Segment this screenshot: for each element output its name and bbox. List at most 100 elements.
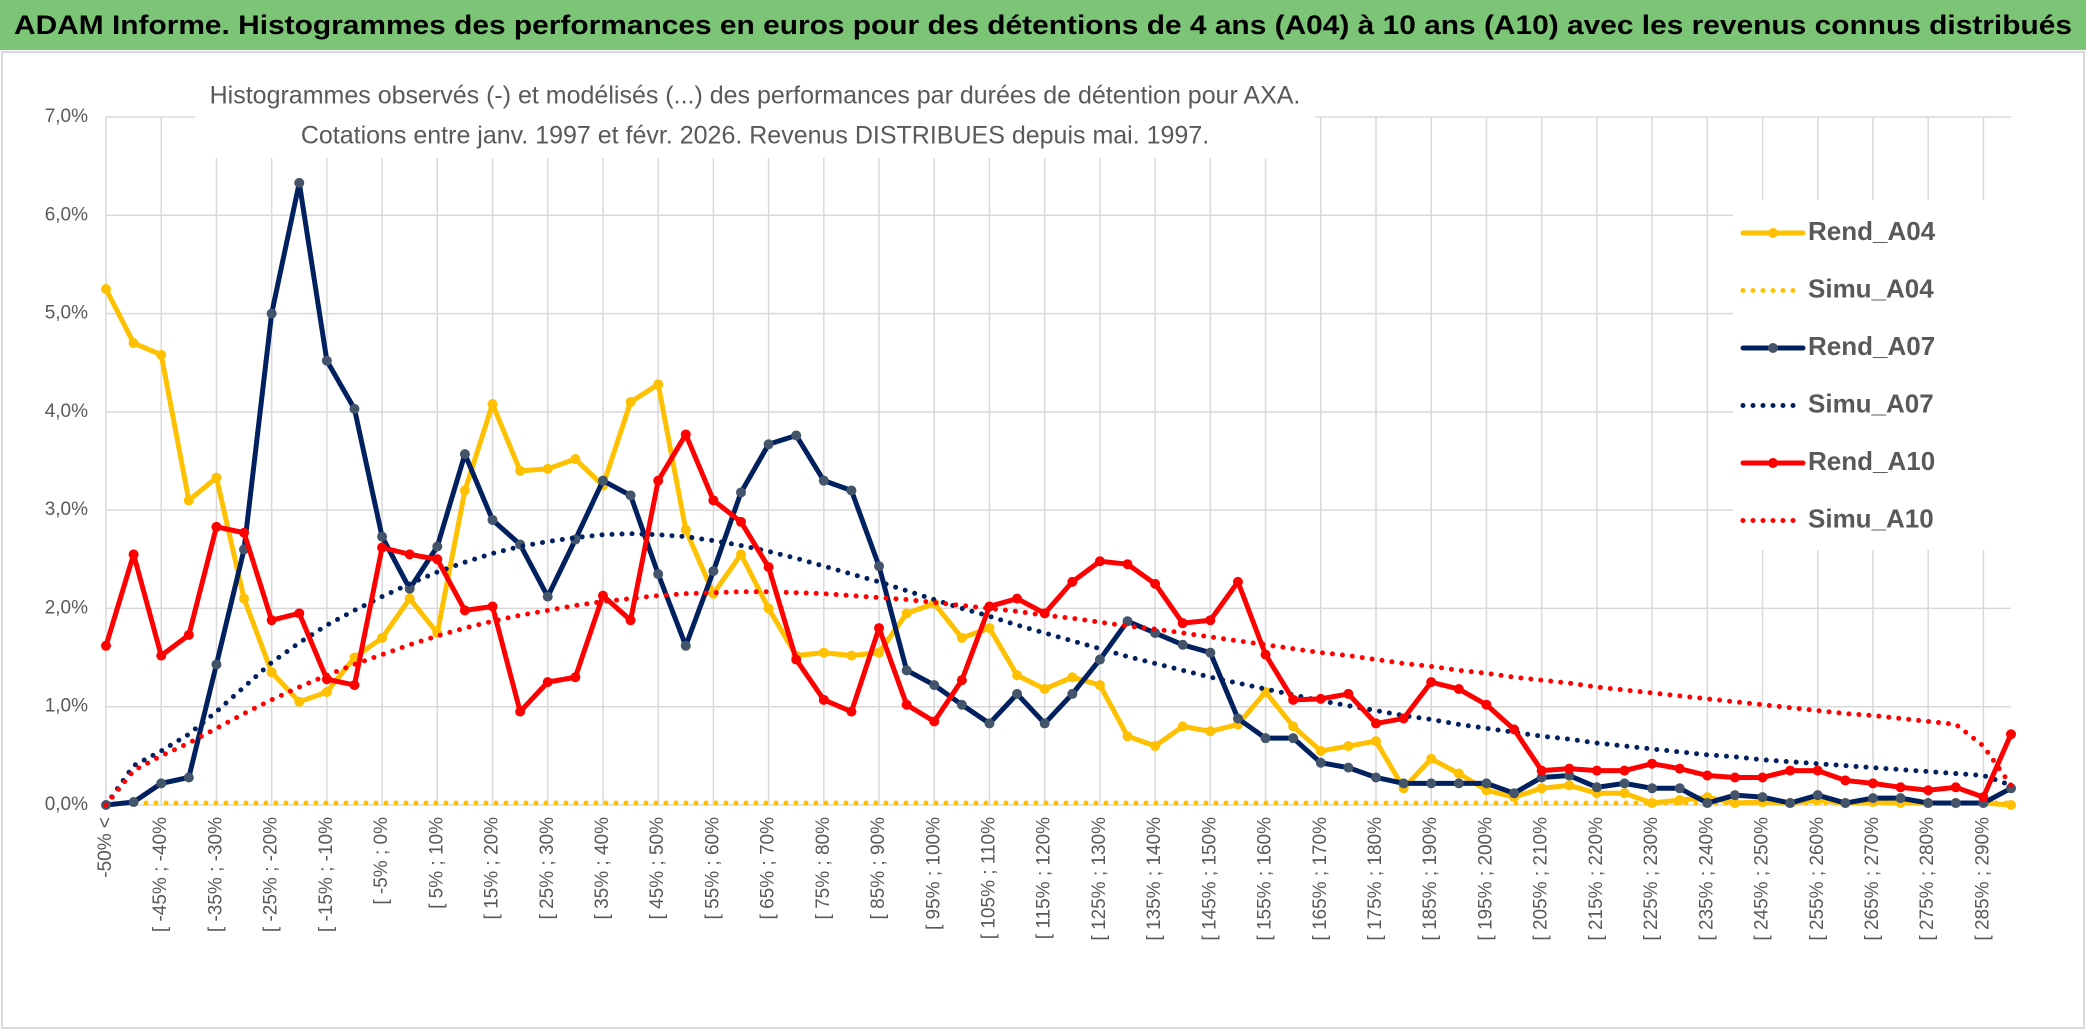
data-point	[128, 549, 139, 560]
x-tick-label: [ -45% ; -40%	[150, 817, 171, 932]
data-point	[1288, 694, 1299, 705]
data-point	[1232, 713, 1243, 724]
data-point	[1398, 778, 1409, 789]
data-point	[1950, 798, 1961, 809]
data-point	[680, 640, 691, 651]
data-point	[266, 308, 277, 319]
data-point	[1094, 680, 1105, 691]
data-point	[128, 338, 139, 349]
data-point	[1398, 713, 1409, 724]
x-tick-label: [ 255% ; 260%	[1807, 817, 1828, 941]
data-point	[818, 694, 829, 705]
data-point	[1371, 772, 1381, 783]
data-point	[1288, 721, 1299, 732]
x-tick-label: [ 225% ; 230%	[1641, 817, 1662, 941]
data-point	[1012, 670, 1023, 681]
y-tick-label: 0,0%	[45, 794, 88, 815]
data-point	[183, 495, 194, 506]
data-point	[1923, 798, 1934, 809]
data-point	[183, 629, 194, 640]
data-point	[625, 615, 636, 626]
x-tick-label: [ 245% ; 250%	[1752, 817, 1773, 941]
data-point	[2006, 729, 2016, 740]
y-tick-label: 2,0%	[45, 597, 88, 618]
data-point	[901, 608, 912, 619]
data-point	[1481, 778, 1492, 789]
x-tick-label: [ 215% ; 220%	[1586, 817, 1607, 941]
data-point	[984, 623, 995, 634]
data-point	[653, 569, 664, 580]
data-point	[101, 640, 111, 651]
data-point	[321, 686, 332, 697]
x-tick-label: [ -25% ; -20%	[261, 817, 282, 932]
data-point	[597, 590, 608, 601]
chart-subtitle: Cotations entre janv. 1997 et févr. 2026…	[301, 122, 1209, 150]
data-point	[763, 603, 774, 614]
data-point	[321, 355, 332, 366]
data-point	[1315, 757, 1326, 768]
data-point	[487, 398, 498, 409]
data-point	[1647, 783, 1658, 794]
data-point	[156, 650, 167, 661]
data-point	[708, 566, 719, 577]
data-point	[791, 654, 802, 665]
x-tick-label: [ 15% ; 20%	[482, 817, 503, 920]
y-tick-label: 4,0%	[45, 401, 88, 422]
x-tick-label: [ 155% ; 160%	[1255, 817, 1276, 941]
data-point	[874, 647, 885, 658]
data-point	[846, 485, 857, 496]
data-point	[542, 591, 553, 602]
data-point	[1564, 780, 1575, 791]
x-tick-label: [ 135% ; 140%	[1144, 817, 1165, 941]
data-point	[1647, 758, 1658, 769]
data-point	[597, 475, 608, 486]
data-point	[1315, 745, 1326, 756]
data-point	[818, 475, 829, 486]
data-point	[294, 177, 305, 188]
x-tick-label: [ 55% ; 60%	[702, 817, 723, 920]
data-point	[1591, 782, 1602, 793]
data-point	[736, 549, 746, 560]
x-tick-label: [ -35% ; -30%	[205, 817, 226, 932]
data-point	[791, 430, 802, 441]
data-point	[736, 516, 746, 527]
x-tick-label: [ 125% ; 130%	[1089, 817, 1110, 941]
data-point	[432, 554, 443, 565]
data-point	[1729, 772, 1740, 783]
data-point	[818, 647, 829, 658]
data-point	[1481, 699, 1492, 710]
data-point	[1564, 763, 1575, 774]
x-tick-label: -50% <	[95, 817, 116, 878]
data-point	[1343, 741, 1354, 752]
data-point	[956, 675, 967, 686]
data-point	[956, 699, 967, 710]
data-point	[404, 583, 415, 594]
data-point	[1978, 792, 1989, 803]
data-point	[211, 472, 222, 483]
x-tick-label: [ -15% ; -10%	[316, 817, 337, 932]
y-tick-label: 5,0%	[45, 303, 88, 324]
data-point	[239, 593, 250, 604]
x-tick-label: [ 185% ; 190%	[1420, 817, 1441, 941]
data-point	[625, 490, 636, 501]
data-point	[266, 667, 277, 678]
data-point	[1812, 790, 1823, 801]
data-point	[487, 601, 498, 612]
legend-label: Rend_A04	[1808, 216, 1936, 246]
legend-label: Rend_A10	[1808, 446, 1935, 476]
data-point	[1729, 790, 1740, 801]
data-point	[1343, 688, 1354, 699]
legend-marker	[1768, 343, 1778, 353]
data-point	[763, 562, 774, 573]
data-point	[1288, 733, 1299, 744]
x-tick-label: [ 65% ; 70%	[758, 817, 779, 920]
data-point	[459, 485, 470, 496]
data-point	[1619, 778, 1630, 789]
legend-background	[1733, 200, 2023, 550]
data-point	[349, 680, 360, 691]
data-point	[404, 549, 415, 560]
data-point	[542, 463, 553, 474]
data-point	[459, 605, 470, 616]
